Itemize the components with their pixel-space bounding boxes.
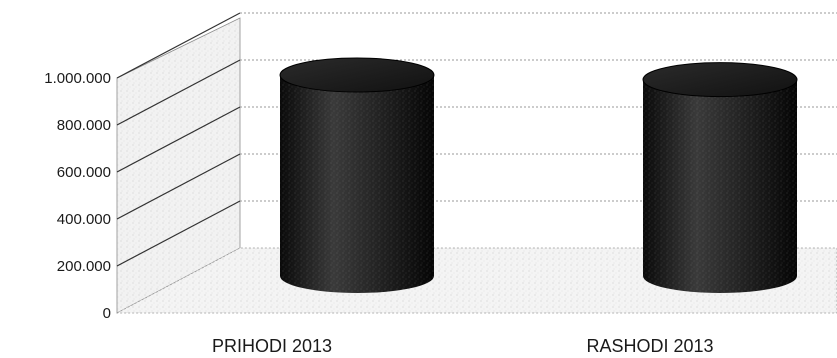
- cylinder-texture: [643, 79, 797, 294]
- bar-prihodi-2013: [279, 57, 435, 293]
- side-gridline: [116, 59, 241, 126]
- category-label: PRIHODI 2013: [212, 336, 332, 356]
- category-labels: PRIHODI 2013 RASHODI 2013: [212, 336, 714, 356]
- y-tick-label: 600.000: [57, 164, 111, 181]
- y-axis-ticks: 0 200.000 400.000 600.000 800.000 1.000.000: [44, 70, 111, 322]
- cylinder-top: [279, 57, 435, 93]
- side-gridline: [116, 200, 241, 267]
- y-tick-label: 1.000.000: [44, 70, 111, 87]
- bar-rashodi-2013: [642, 62, 798, 294]
- side-wall-noise: [117, 18, 240, 313]
- y-tick-label: 0: [103, 305, 111, 322]
- cylinder-texture: [280, 75, 434, 293]
- side-gridline: [116, 106, 241, 173]
- bars: [279, 57, 798, 294]
- cylinder-top: [642, 62, 798, 98]
- category-label: RASHODI 2013: [586, 336, 713, 356]
- side-gridline: [116, 153, 241, 220]
- side-gridline: [116, 12, 241, 79]
- y-tick-label: 200.000: [57, 258, 111, 275]
- y-tick-label: 800.000: [57, 117, 111, 134]
- y-tick-label: 400.000: [57, 211, 111, 228]
